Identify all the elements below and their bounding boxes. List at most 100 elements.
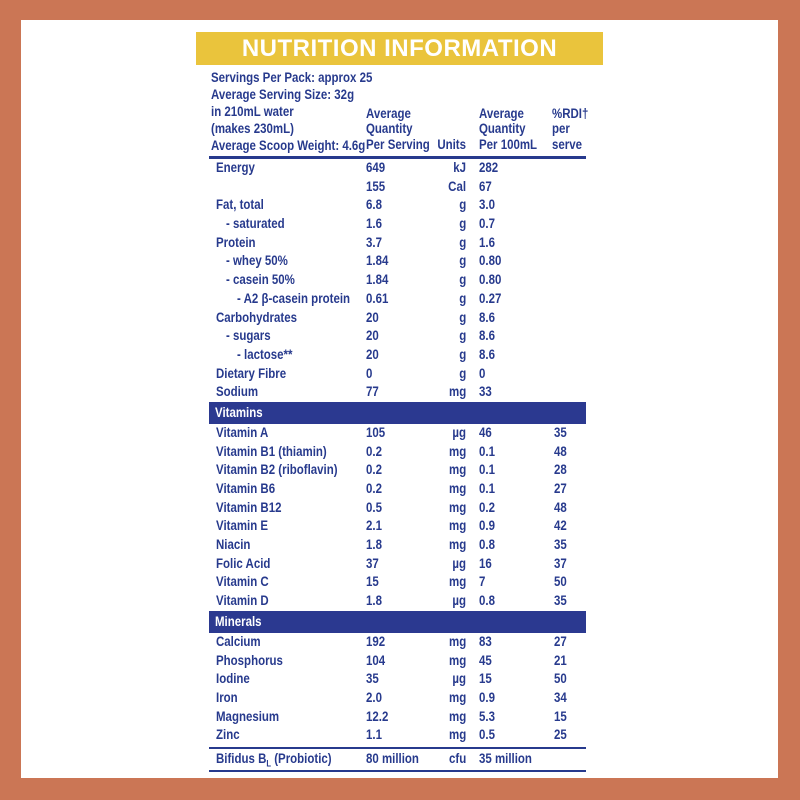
per-100ml-value-cell: 8.6 bbox=[466, 346, 554, 365]
rdi-value-cell: 37 bbox=[554, 555, 586, 574]
unit-cell: mg bbox=[426, 726, 466, 745]
per-100ml-value-cell: 5.3 bbox=[466, 708, 554, 727]
table-row: Sodium 77 mg 33 bbox=[209, 383, 586, 402]
rdi-value: 27 bbox=[554, 481, 567, 496]
per-serving-value-cell: 2.1 bbox=[366, 517, 426, 536]
unit-cell: g bbox=[426, 252, 466, 271]
per-100ml-value: 0.80 bbox=[479, 253, 502, 269]
nutrient-label: Vitamin A bbox=[216, 424, 269, 440]
rdi-value-cell bbox=[554, 159, 586, 178]
per-100ml-value-cell: 1.6 bbox=[466, 234, 554, 253]
unit-value: mg bbox=[448, 574, 466, 590]
table-body: Energy 649 kJ 282 155 Cal 67 Fat, total 6.8 g 3.0 -… bbox=[209, 159, 586, 745]
per-100ml-value: 5.3 bbox=[479, 708, 495, 724]
title-banner: NUTRITION INFORMATION bbox=[196, 32, 603, 65]
rdi-value: 35 bbox=[554, 537, 567, 553]
table-row: Folic Acid 37 µg 16 37 bbox=[209, 555, 586, 574]
subscript-l: L bbox=[266, 758, 272, 769]
table-row: Vitamin B1 (thiamin) 0.2 mg 0.1 48 bbox=[209, 443, 586, 462]
per-serving-value: 0.5 bbox=[366, 499, 382, 515]
per-serving-value-cell: 0.2 bbox=[366, 443, 426, 462]
per-100ml-value: 0.2 bbox=[479, 499, 495, 515]
nutrient-label-cell: Vitamin A bbox=[209, 424, 366, 443]
nutrient-label-cell: - lactose** bbox=[209, 346, 366, 365]
table-row: Vitamin C 15 mg 7 50 bbox=[209, 573, 586, 592]
nutrient-label-cell: Vitamin B12 bbox=[209, 499, 366, 518]
unit-cell: mg bbox=[426, 536, 466, 555]
per-serving-value: 80 million bbox=[366, 750, 419, 766]
rdi-value-cell: 35 bbox=[554, 424, 586, 443]
nutrient-label-cell: Calcium bbox=[209, 633, 366, 652]
rdi-value: 35 bbox=[554, 424, 567, 440]
per-serving-value-cell: 1.8 bbox=[366, 592, 426, 611]
per-100ml-value: 35 million bbox=[479, 750, 532, 766]
unit-cell: g bbox=[426, 309, 466, 328]
nutrient-label-cell: Folic Acid bbox=[209, 555, 366, 574]
table-row: Niacin 1.8 mg 0.8 35 bbox=[209, 536, 586, 555]
per-serving-value: 104 bbox=[366, 652, 386, 668]
probiotic-row: Bifidus BL (Probiotic) 80 million cfu 35… bbox=[209, 746, 586, 772]
unit-value: g bbox=[458, 328, 466, 344]
nutrient-label-cell: - sugars bbox=[209, 327, 366, 346]
per-serving-value-cell: 104 bbox=[366, 652, 426, 671]
per-serving-value-cell: 2.0 bbox=[366, 689, 426, 708]
unit-cell: µg bbox=[426, 424, 466, 443]
nutrient-label-cell: - casein 50% bbox=[209, 271, 366, 290]
unit-value: mg bbox=[448, 727, 466, 743]
table-row: Fat, total 6.8 g 3.0 bbox=[209, 196, 586, 215]
unit-value: g bbox=[458, 346, 466, 362]
rdi-value: 48 bbox=[554, 499, 567, 515]
unit-value: g bbox=[458, 290, 466, 306]
unit-value: mg bbox=[448, 633, 466, 649]
table-row: Energy 649 kJ 282 bbox=[209, 159, 586, 178]
nutrient-label: Vitamin B2 (riboflavin) bbox=[216, 462, 338, 478]
per-serving-value-cell: 0 bbox=[366, 365, 426, 384]
serving-size: Average Serving Size: 32g bbox=[211, 87, 355, 102]
unit-value: mg bbox=[448, 652, 466, 668]
per-100ml-value: 45 bbox=[479, 652, 492, 668]
nutrient-label: - A2 β-casein protein bbox=[237, 290, 351, 306]
page-title: NUTRITION INFORMATION bbox=[241, 35, 558, 62]
per-serving-value-cell: 20 bbox=[366, 327, 426, 346]
nutrient-label-cell: Bifidus BL (Probiotic) bbox=[209, 749, 366, 770]
nutrient-label: - casein 50% bbox=[226, 272, 295, 288]
per-serving-value: 1.84 bbox=[366, 253, 389, 269]
table-row: Iodine 35 µg 15 50 bbox=[209, 670, 586, 689]
nutrient-label: - saturated bbox=[226, 216, 285, 232]
per-serving-value-cell: 155 bbox=[366, 178, 426, 197]
nutrition-panel: NUTRITION INFORMATION Servings Per Pack:… bbox=[21, 20, 778, 778]
rdi-value-cell bbox=[554, 365, 586, 384]
section-bar-label: Vitamins bbox=[215, 404, 263, 420]
unit-cell: kJ bbox=[426, 159, 466, 178]
unit-value: mg bbox=[448, 384, 466, 400]
per-serving-value: 35 bbox=[366, 671, 379, 687]
servings-per-pack: Servings Per Pack: approx 25 bbox=[211, 70, 373, 85]
unit-value: mg bbox=[448, 499, 466, 515]
per-serving-value-cell: 0.5 bbox=[366, 499, 426, 518]
rdi-value-cell bbox=[554, 252, 586, 271]
unit-cell: mg bbox=[426, 517, 466, 536]
nutrient-label-cell bbox=[209, 178, 366, 197]
nutrient-label-cell: Vitamin C bbox=[209, 573, 366, 592]
per-100ml-value: 7 bbox=[479, 574, 486, 590]
rdi-value-cell: 35 bbox=[554, 536, 586, 555]
per-100ml-value: 0.9 bbox=[479, 518, 495, 534]
per-100ml-value: 0.1 bbox=[479, 462, 495, 478]
unit-value: mg bbox=[448, 462, 466, 478]
rdi-value-cell: 25 bbox=[554, 726, 586, 745]
unit-value: mg bbox=[448, 518, 466, 534]
per-serving-value: 12.2 bbox=[366, 708, 389, 724]
table-row: - saturated 1.6 g 0.7 bbox=[209, 215, 586, 234]
table-row: - whey 50% 1.84 g 0.80 bbox=[209, 252, 586, 271]
per-100ml-value: 0.1 bbox=[479, 443, 495, 459]
unit-cell: g bbox=[426, 234, 466, 253]
nutrient-label: Vitamin C bbox=[216, 574, 269, 590]
per-100ml-value-cell: 45 bbox=[466, 652, 554, 671]
nutrient-label: Vitamin B1 (thiamin) bbox=[216, 443, 327, 459]
nutrient-label-cell: Niacin bbox=[209, 536, 366, 555]
nutrient-label-cell: Iodine bbox=[209, 670, 366, 689]
rdi-value-cell: 35 bbox=[554, 592, 586, 611]
rdi-value: 50 bbox=[554, 671, 567, 687]
table-row: Dietary Fibre 0 g 0 bbox=[209, 365, 586, 384]
rdi-value-cell: 50 bbox=[554, 573, 586, 592]
